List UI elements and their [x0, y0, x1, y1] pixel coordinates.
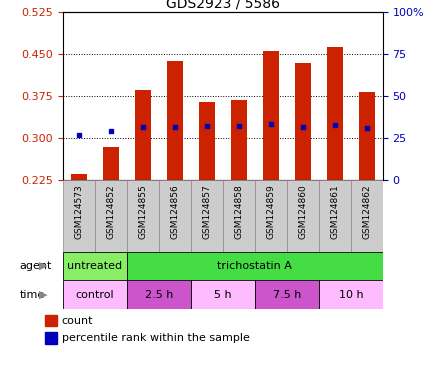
Text: 5 h: 5 h	[214, 290, 231, 300]
Text: GSM124857: GSM124857	[202, 184, 211, 239]
Bar	[326, 47, 342, 180]
Bar	[358, 92, 374, 180]
Bar	[63, 180, 95, 252]
Bar	[127, 180, 159, 252]
Bar	[159, 180, 191, 252]
Bar	[254, 180, 286, 252]
Title: GDS2923 / 5586: GDS2923 / 5586	[165, 0, 279, 10]
Bar	[167, 61, 183, 180]
Text: GSM124861: GSM124861	[329, 184, 339, 239]
Bar	[127, 280, 191, 309]
Text: ▶: ▶	[39, 290, 48, 300]
Bar	[127, 252, 382, 280]
Bar	[191, 180, 223, 252]
Bar	[230, 100, 247, 180]
Bar	[286, 180, 318, 252]
Bar	[71, 174, 87, 180]
Bar	[254, 280, 318, 309]
Bar	[222, 180, 254, 252]
Bar	[95, 180, 127, 252]
Text: GSM124858: GSM124858	[234, 184, 243, 239]
Text: ▶: ▶	[39, 261, 48, 271]
Text: GSM124573: GSM124573	[74, 184, 83, 239]
Text: GSM124852: GSM124852	[106, 184, 115, 239]
Text: 10 h: 10 h	[338, 290, 362, 300]
Text: agent: agent	[20, 261, 52, 271]
Bar	[318, 180, 350, 252]
Text: control: control	[76, 290, 114, 300]
Text: GSM124856: GSM124856	[170, 184, 179, 239]
Bar	[45, 315, 56, 326]
Bar	[294, 63, 310, 180]
Text: percentile rank within the sample: percentile rank within the sample	[62, 333, 249, 343]
Bar	[318, 280, 382, 309]
Text: GSM124855: GSM124855	[138, 184, 147, 239]
Bar	[191, 280, 254, 309]
Bar	[103, 147, 119, 180]
Text: 7.5 h: 7.5 h	[272, 290, 300, 300]
Bar	[63, 252, 127, 280]
Text: 2.5 h: 2.5 h	[145, 290, 173, 300]
Bar	[45, 332, 56, 344]
Text: count: count	[62, 316, 93, 326]
Bar	[262, 51, 278, 180]
Text: GSM124859: GSM124859	[266, 184, 275, 239]
Text: untreated: untreated	[67, 261, 122, 271]
Bar	[350, 180, 382, 252]
Bar	[63, 280, 127, 309]
Text: trichostatin A: trichostatin A	[217, 261, 292, 271]
Text: GSM124862: GSM124862	[362, 184, 371, 239]
Text: GSM124860: GSM124860	[298, 184, 307, 239]
Text: time: time	[20, 290, 45, 300]
Bar	[135, 90, 151, 180]
Bar	[198, 102, 214, 180]
